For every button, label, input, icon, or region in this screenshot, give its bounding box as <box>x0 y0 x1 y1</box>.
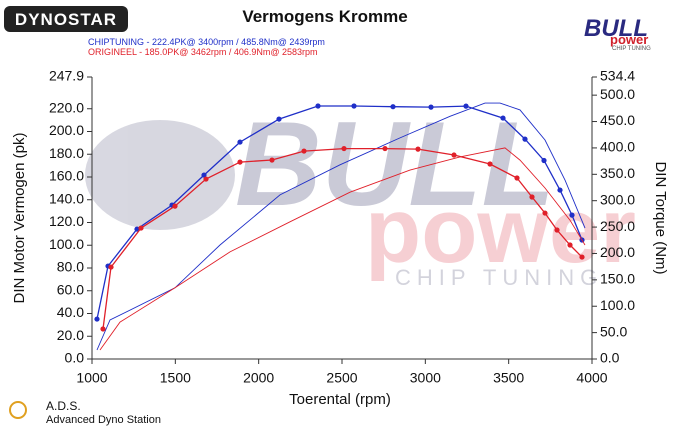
data-point <box>237 159 243 165</box>
y-tick-label: 60.0 <box>57 281 84 297</box>
data-point <box>451 152 457 158</box>
data-point <box>554 227 560 233</box>
y2-tick-label: 450.0 <box>600 112 635 128</box>
data-point <box>201 172 207 178</box>
station-name: Advanced Dyno Station <box>46 414 161 426</box>
x-tick-label: 4000 <box>576 370 607 386</box>
y2-tick-label: 300.0 <box>600 191 635 207</box>
data-point <box>567 242 573 248</box>
watermark-brand2: power <box>365 180 636 282</box>
y-tick-label: 100.0 <box>49 236 84 252</box>
y2-tick-label: 400.0 <box>600 139 635 155</box>
y-tick-label: 80.0 <box>57 259 84 275</box>
brand-logo: BULL <box>584 15 648 42</box>
data-point <box>138 225 144 231</box>
station-icon <box>9 401 27 419</box>
legend-entry: CHIPTUNING - 222.4PK@ 3400rpm / 485.8Nm@… <box>88 37 325 47</box>
y2-tick-label: 0.0 <box>600 350 620 366</box>
y2-tick-label: 200.0 <box>600 244 635 260</box>
y2-tick-label: 100.0 <box>600 297 635 313</box>
x-tick-label: 3500 <box>493 370 524 386</box>
chart-title: Vermogens Kromme <box>242 7 407 26</box>
brand-logo-3: CHIP TUNING <box>612 46 651 52</box>
x-axis-label: Toerental (rpm) <box>289 391 391 408</box>
data-point <box>514 175 520 181</box>
data-point <box>351 103 357 109</box>
data-point <box>269 157 275 163</box>
y-tick-label: 180.0 <box>49 145 84 161</box>
data-point <box>542 210 548 216</box>
data-point <box>108 264 114 270</box>
watermark-brand3: CHIP TUNING <box>395 265 603 290</box>
logo-box <box>4 6 128 32</box>
data-point <box>541 157 547 164</box>
data-point <box>100 326 106 332</box>
data-point <box>237 139 243 145</box>
data-point <box>203 176 209 182</box>
y-tick-label: 220.0 <box>49 99 84 115</box>
y-tick-label: 200.0 <box>49 122 84 138</box>
data-point <box>579 254 585 260</box>
y-tick-label: 20.0 <box>57 327 84 343</box>
watermark-bull <box>85 120 235 230</box>
data-point <box>390 104 396 110</box>
station: A.D.S. <box>46 399 81 413</box>
data-point <box>529 194 535 200</box>
data-point <box>172 203 178 209</box>
brand-logo-2: power <box>610 32 648 47</box>
x-tick-label: 1500 <box>160 370 191 386</box>
logo-text: DYNOSTAR <box>15 10 117 29</box>
data-point <box>315 103 321 109</box>
x-tick-label: 1000 <box>76 370 107 386</box>
x-tick-label: 2000 <box>243 370 274 386</box>
data-point <box>341 145 347 152</box>
data-point <box>134 226 140 232</box>
y2-tick-label: 250.0 <box>600 218 635 234</box>
data-point <box>428 104 434 110</box>
y-tick-label: 40.0 <box>57 304 84 320</box>
data-point <box>382 145 388 152</box>
y2-tick-label: 150.0 <box>600 271 635 287</box>
y-tick-label: 0.0 <box>65 350 85 366</box>
series-line <box>99 147 586 351</box>
data-point <box>276 116 282 122</box>
data-point <box>94 316 100 322</box>
legend-entry: ORIGINEEL - 185.0PK@ 3462rpm / 406.9Nm@ … <box>88 47 318 57</box>
data-point <box>500 115 506 121</box>
data-point <box>487 161 493 167</box>
y2-axis-label: DIN Torque (Nm) <box>652 161 669 274</box>
y-tick-label: 140.0 <box>49 190 84 206</box>
y-tick-label: 160.0 <box>49 168 84 184</box>
series-line <box>96 105 583 320</box>
y2-tick-label: 500.0 <box>600 86 635 102</box>
data-point <box>463 103 469 109</box>
y2-tick-label: 50.0 <box>600 323 627 339</box>
data-point <box>522 136 528 142</box>
y2-tick-label: 350.0 <box>600 165 635 181</box>
x-tick-label: 3000 <box>410 370 441 386</box>
x-tick-label: 2500 <box>326 370 357 386</box>
y-tick-label: 247.9 <box>49 68 84 84</box>
y-axis-label: DIN Motor Vermogen (pk) <box>11 133 28 304</box>
y2-tick-label: 534.4 <box>600 68 635 84</box>
watermark: BULL power CHIP TUNING <box>85 97 636 290</box>
series-line <box>96 102 586 351</box>
data-point <box>569 212 575 218</box>
data-point <box>557 187 563 193</box>
data-point <box>301 148 307 154</box>
y-tick-label: 120.0 <box>49 213 84 229</box>
data-point <box>415 146 421 152</box>
